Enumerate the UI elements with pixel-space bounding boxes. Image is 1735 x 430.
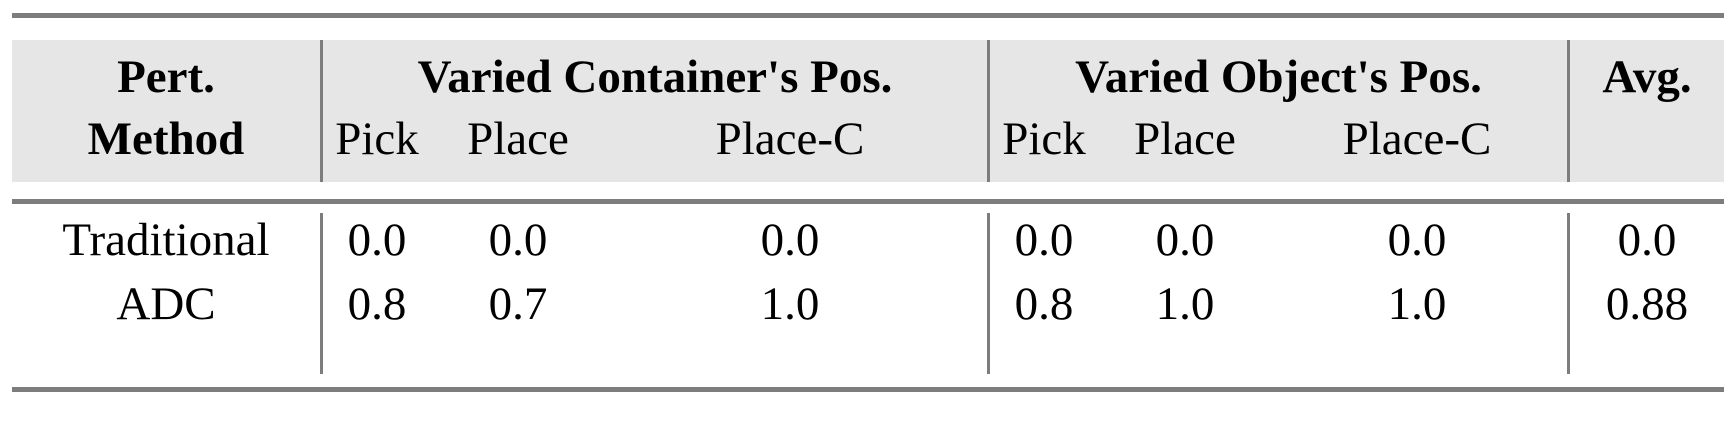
group-header-varied-container: Varied Container's Pos. bbox=[417, 51, 893, 103]
cell-traditional-container-pick: 0.0 bbox=[347, 214, 407, 266]
cell-traditional-container-place: 0.0 bbox=[488, 214, 548, 266]
cell-traditional-object-place: 0.0 bbox=[1155, 214, 1215, 266]
cell-adc-object-pick: 0.8 bbox=[1014, 278, 1074, 330]
header-shaded-band bbox=[12, 40, 1724, 182]
column-header-container-place: Place bbox=[467, 113, 569, 165]
group-header-varied-object: Varied Object's Pos. bbox=[1075, 51, 1482, 103]
column-header-container-place-c: Place-C bbox=[715, 113, 865, 165]
column-header-avg: Avg. bbox=[1602, 51, 1692, 103]
table-mid-rule bbox=[12, 199, 1724, 204]
cell-adc-object-place: 1.0 bbox=[1155, 278, 1215, 330]
cell-adc-container-place-c: 1.0 bbox=[760, 278, 820, 330]
cell-adc-object-place-c: 1.0 bbox=[1387, 278, 1447, 330]
column-header-object-pick: Pick bbox=[1002, 113, 1086, 165]
table-row-label-adc: ADC bbox=[116, 278, 216, 330]
column-header-container-pick: Pick bbox=[335, 113, 419, 165]
header-column-separator-3 bbox=[1567, 40, 1570, 182]
cell-traditional-container-place-c: 0.0 bbox=[760, 214, 820, 266]
column-header-object-place-c: Place-C bbox=[1342, 113, 1492, 165]
cell-adc-avg: 0.88 bbox=[1605, 278, 1689, 330]
table-row-label-traditional: Traditional bbox=[62, 214, 270, 266]
table-bottom-rule bbox=[12, 387, 1724, 392]
header-column-separator-2 bbox=[987, 40, 990, 182]
body-column-separator-3 bbox=[1567, 213, 1570, 374]
stub-header-line2: Method bbox=[87, 113, 245, 165]
cell-adc-container-pick: 0.8 bbox=[347, 278, 407, 330]
cell-traditional-object-pick: 0.0 bbox=[1014, 214, 1074, 266]
cell-adc-container-place: 0.7 bbox=[488, 278, 548, 330]
body-column-separator-2 bbox=[987, 213, 990, 374]
cell-traditional-avg: 0.0 bbox=[1617, 214, 1677, 266]
stub-header-line1: Pert. bbox=[117, 51, 215, 103]
table-top-rule bbox=[12, 13, 1724, 18]
column-header-object-place: Place bbox=[1134, 113, 1236, 165]
header-column-separator-1 bbox=[320, 40, 323, 182]
body-column-separator-1 bbox=[320, 213, 323, 374]
cell-traditional-object-place-c: 0.0 bbox=[1387, 214, 1447, 266]
